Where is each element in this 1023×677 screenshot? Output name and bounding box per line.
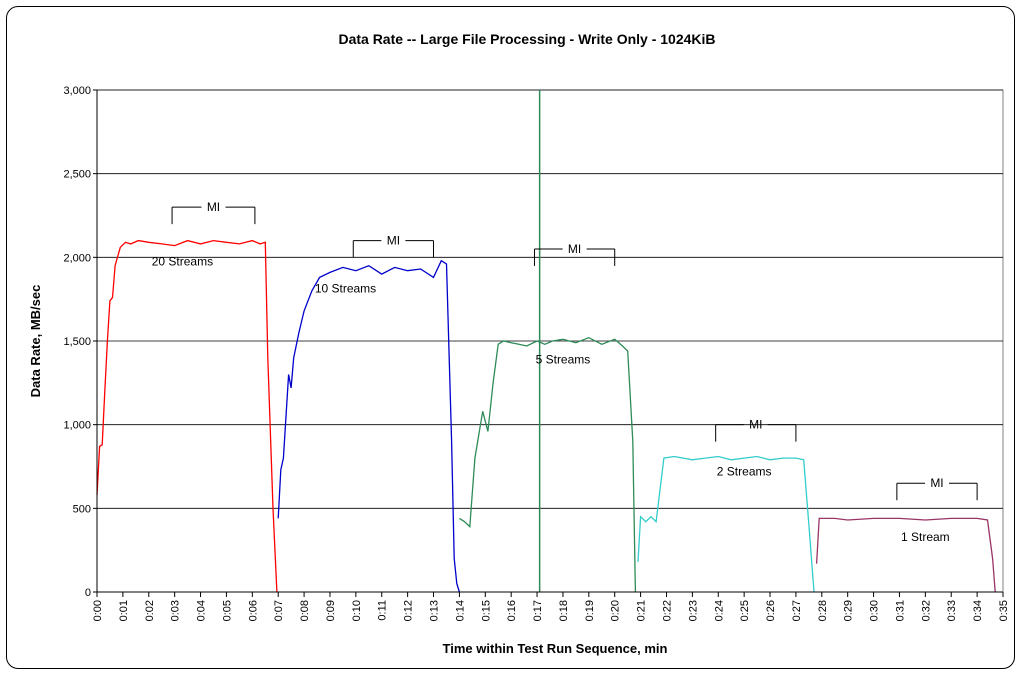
x-tick-label: 0:15: [480, 600, 492, 621]
x-tick-label: 0:20: [610, 600, 622, 621]
x-tick-label: 0:33: [946, 600, 958, 621]
stream-label: 20 Streams: [152, 255, 213, 269]
mi-label: MI: [930, 476, 943, 490]
mi-label: MI: [207, 200, 220, 214]
x-tick-label: 0:07: [273, 600, 285, 621]
axis-layer: 0 500 1,000 1,500 2,000 2,500 3,000 0:00 0:01 0:0…: [63, 85, 1010, 621]
x-tick-label: 0:28: [817, 600, 829, 621]
chart-frame: [6, 6, 1015, 669]
mi-label: MI: [749, 418, 762, 432]
x-tick-label: 0:09: [325, 600, 337, 621]
x-tick-label: 0:11: [377, 600, 389, 621]
y-axis-title: Data Rate, MB/sec: [28, 285, 43, 398]
x-tick-label: 0:21: [636, 600, 648, 621]
series-line-1: [96, 239, 278, 593]
x-tick-label: 0:23: [687, 600, 699, 621]
mi-bracket: MI: [896, 476, 978, 501]
x-tick-label: 0:19: [584, 600, 596, 621]
mi-label: MI: [387, 234, 400, 248]
series-line-2: [277, 259, 461, 593]
x-tick-label: 0:26: [765, 600, 777, 621]
stream-label: 10 Streams: [315, 281, 376, 295]
x-tick-label: 0:16: [506, 600, 518, 621]
x-tick-label: 0:04: [196, 600, 208, 621]
mi-bracket: MI: [533, 242, 616, 266]
x-tick-label: 0:00: [92, 600, 104, 621]
y-tick-label: 2,000: [63, 252, 91, 264]
y-tick-label: 2,500: [63, 169, 91, 181]
mi-bracket: MI: [171, 200, 256, 225]
series-line-4: [637, 455, 815, 593]
x-tick-label: 0:05: [221, 600, 233, 621]
x-tick-label: 0:18: [558, 600, 570, 621]
x-tick-label: 0:08: [299, 600, 311, 621]
mi-bracket: MI: [352, 234, 435, 258]
x-tick-label: 0:32: [920, 600, 932, 621]
series-line-3: [459, 336, 637, 593]
y-tick-label: 0: [85, 587, 91, 599]
x-tick-label: 0:35: [998, 600, 1010, 621]
x-tick-label: 0:10: [351, 600, 363, 621]
x-tick-label: 0:30: [869, 600, 881, 621]
x-tick-label: 0:06: [247, 600, 259, 621]
x-tick-label: 0:34: [972, 600, 984, 621]
x-tick-label: 0:12: [403, 600, 415, 621]
y-tick-label: 3,000: [63, 85, 91, 97]
mi-bracket: MI: [715, 418, 797, 442]
x-tick-label: 0:31: [894, 600, 906, 621]
series-line-5: [815, 517, 996, 593]
x-tick-label: 0:24: [713, 600, 725, 621]
annotation-layer: 20 Streams 10 Streams 5 Streams 2 Streams 1 …: [152, 200, 978, 544]
x-tick-label: 0:17: [532, 600, 544, 621]
x-axis-title: Time within Test Run Sequence, min: [443, 641, 668, 656]
stream-label: 1 Stream: [901, 530, 950, 544]
x-tick-label: 0:02: [144, 600, 156, 621]
x-tick-label: 0:27: [791, 600, 803, 621]
y-tick-label: 500: [73, 503, 91, 515]
x-tick-label: 0:14: [454, 600, 466, 621]
x-tick-label: 0:22: [661, 600, 673, 621]
x-tick-label: 0:25: [739, 600, 751, 621]
x-tick-label: 0:01: [118, 600, 130, 621]
x-tick-label: 0:03: [170, 600, 182, 621]
stream-label: 5 Streams: [536, 353, 591, 367]
mi-label: MI: [568, 242, 581, 256]
y-tick-label: 1,500: [63, 336, 91, 348]
chart-title: Data Rate -- Large File Processing - Wri…: [338, 31, 715, 47]
series-layer: [96, 239, 996, 593]
x-tick-label: 0:13: [429, 600, 441, 621]
grid-layer: [96, 89, 1004, 593]
y-tick-label: 1,000: [63, 420, 91, 432]
stream-label: 2 Streams: [717, 465, 772, 479]
x-tick-label: 0:29: [843, 600, 855, 621]
